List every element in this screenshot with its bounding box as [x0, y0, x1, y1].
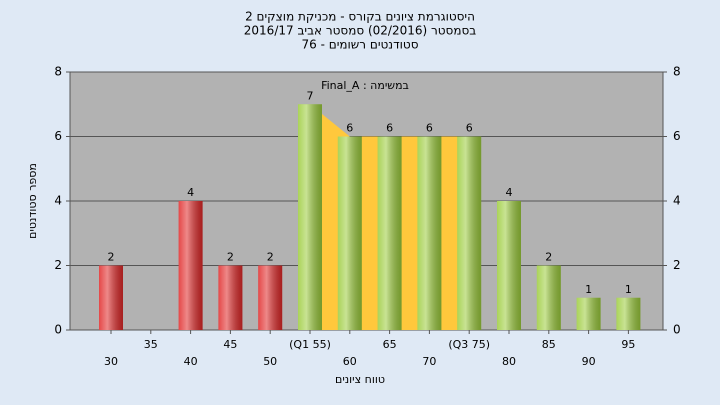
x-tick-label: 40: [184, 355, 198, 368]
bar-shade: [298, 104, 322, 330]
data-label: 1: [625, 283, 632, 296]
data-label: 2: [267, 251, 274, 264]
data-label: 2: [545, 251, 552, 264]
bar-shade: [417, 136, 442, 330]
data-label: 1: [585, 283, 592, 296]
bar-shade: [377, 136, 402, 330]
x-tick-label: 35: [144, 338, 158, 351]
bar-shade: [337, 136, 362, 330]
x-tick-label: (Q3 75): [448, 338, 490, 351]
x-tick-label: 90: [582, 355, 596, 368]
bar-shade: [616, 297, 641, 330]
x-tick-label: 50: [263, 355, 277, 368]
data-label: 2: [227, 251, 234, 264]
data-label: 6: [466, 122, 473, 135]
chart-title: היסטוגרמת ציונים בקורס - מכניקת מוצקים 2: [245, 10, 475, 24]
y-tick-label: 0: [54, 323, 62, 337]
y-axis-label: מספר סטודנטים: [26, 163, 39, 239]
data-label: 7: [307, 89, 314, 102]
x-tick-label: 85: [542, 338, 556, 351]
chart-subtitle: בסמסטר (02/2016) סמסטר אביב 2016/17: [244, 24, 476, 38]
x-axis-label: טווח ציונים: [335, 373, 385, 386]
bar-shade: [576, 297, 601, 330]
data-label: 4: [187, 186, 194, 199]
y2-tick-label: 8: [673, 65, 681, 79]
bar-shade: [178, 201, 203, 330]
annotation: במשימה : Final_A: [321, 79, 409, 92]
x-tick-label: 65: [383, 338, 397, 351]
x-tick-label: 45: [223, 338, 237, 351]
y2-tick-label: 4: [673, 194, 681, 208]
y-tick-label: 6: [54, 129, 62, 143]
data-label: 4: [506, 186, 513, 199]
bar-shade: [99, 265, 123, 330]
y-tick-label: 4: [54, 194, 62, 208]
data-label: 6: [346, 122, 353, 135]
chart-subtitle: סטודנטים רשומים - 76: [301, 38, 418, 52]
x-tick-label: 80: [502, 355, 516, 368]
y2-tick-label: 0: [673, 323, 681, 337]
x-tick-label: 60: [343, 355, 357, 368]
x-tick-label: 30: [104, 355, 118, 368]
bar-shade: [497, 201, 521, 330]
y-tick-label: 2: [54, 258, 62, 272]
bar-shade: [457, 136, 482, 330]
x-tick-label: 95: [621, 338, 635, 351]
x-tick-label: (Q1 55): [289, 338, 331, 351]
x-tick-label: 70: [422, 355, 436, 368]
bar-shade: [258, 265, 283, 330]
data-label: 6: [426, 122, 433, 135]
bar-shade: [536, 265, 561, 330]
bar-shade: [218, 265, 243, 330]
y2-tick-label: 6: [673, 129, 681, 143]
data-label: 6: [386, 122, 393, 135]
data-label: 2: [108, 251, 115, 264]
y-tick-label: 8: [54, 65, 62, 79]
y2-tick-label: 2: [673, 258, 681, 272]
